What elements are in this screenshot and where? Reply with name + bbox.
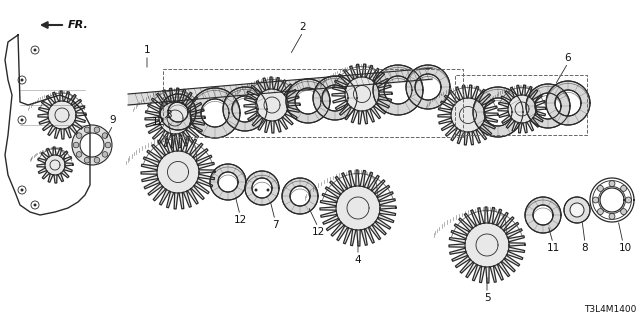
Circle shape — [73, 142, 79, 148]
Polygon shape — [145, 88, 205, 148]
Circle shape — [598, 209, 604, 214]
Circle shape — [266, 188, 269, 191]
Circle shape — [621, 209, 627, 214]
Text: 11: 11 — [547, 243, 559, 253]
Circle shape — [593, 197, 598, 203]
Wedge shape — [526, 84, 570, 128]
Circle shape — [20, 188, 24, 191]
Text: 12: 12 — [152, 117, 164, 127]
Wedge shape — [210, 164, 246, 200]
Polygon shape — [498, 85, 546, 133]
Circle shape — [20, 118, 24, 122]
Wedge shape — [160, 94, 196, 130]
Circle shape — [102, 133, 108, 138]
Circle shape — [598, 186, 604, 191]
Wedge shape — [373, 65, 423, 115]
Circle shape — [609, 180, 615, 187]
Text: 1: 1 — [144, 45, 150, 55]
Text: 6: 6 — [564, 53, 572, 63]
Wedge shape — [245, 171, 279, 205]
Circle shape — [102, 152, 108, 157]
Polygon shape — [141, 135, 215, 209]
Text: 4: 4 — [355, 255, 362, 265]
Wedge shape — [223, 87, 267, 131]
Circle shape — [94, 157, 100, 163]
Polygon shape — [244, 77, 300, 133]
Circle shape — [570, 203, 584, 217]
Text: 8: 8 — [582, 243, 588, 253]
Polygon shape — [332, 64, 392, 124]
Bar — [163, 69, 463, 137]
Circle shape — [84, 157, 90, 163]
Polygon shape — [37, 147, 73, 183]
Text: 9: 9 — [109, 115, 116, 125]
Circle shape — [564, 197, 590, 223]
Circle shape — [33, 204, 36, 206]
Text: 5: 5 — [484, 293, 490, 303]
Wedge shape — [546, 81, 590, 125]
Circle shape — [609, 213, 615, 220]
Text: T3L4M1400: T3L4M1400 — [584, 305, 636, 314]
Text: 7: 7 — [272, 220, 278, 230]
Text: 2: 2 — [300, 22, 307, 32]
Circle shape — [76, 133, 82, 138]
Wedge shape — [72, 125, 112, 165]
Circle shape — [94, 127, 100, 132]
Circle shape — [255, 188, 257, 191]
Circle shape — [20, 78, 24, 82]
Polygon shape — [449, 207, 525, 283]
Circle shape — [625, 197, 631, 203]
Polygon shape — [438, 85, 498, 145]
Circle shape — [76, 152, 82, 157]
Wedge shape — [525, 197, 561, 233]
Wedge shape — [282, 178, 318, 214]
Circle shape — [105, 142, 111, 148]
Text: 10: 10 — [618, 243, 632, 253]
Polygon shape — [320, 170, 396, 246]
Wedge shape — [406, 65, 450, 109]
Wedge shape — [190, 88, 240, 138]
Wedge shape — [286, 79, 330, 123]
Circle shape — [84, 127, 90, 132]
Text: 12: 12 — [234, 215, 246, 225]
Text: 3: 3 — [164, 110, 172, 120]
Text: 12: 12 — [312, 227, 324, 237]
Polygon shape — [38, 91, 86, 139]
Circle shape — [33, 49, 36, 52]
Text: FR.: FR. — [68, 20, 89, 30]
Bar — [455, 75, 587, 135]
Wedge shape — [313, 76, 357, 120]
Wedge shape — [473, 87, 523, 137]
Circle shape — [621, 186, 627, 191]
